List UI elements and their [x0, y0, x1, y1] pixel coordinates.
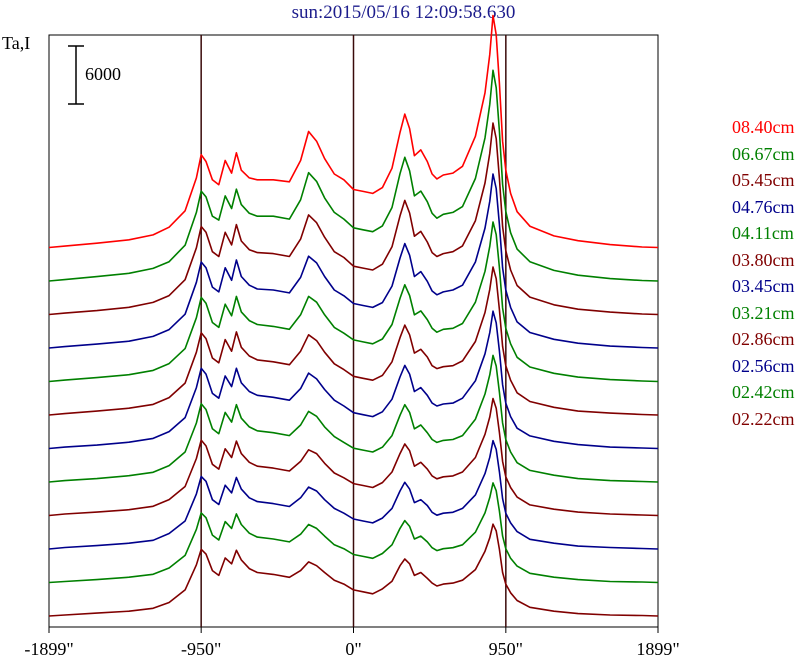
series-line-05.45cm: [48, 122, 659, 316]
series-line-04.76cm: [48, 173, 659, 349]
legend-item-02.22cm: 02.22cm: [732, 408, 795, 429]
legend-item-03.21cm: 03.21cm: [732, 302, 795, 323]
scale-bar-label: 6000: [85, 64, 121, 84]
legend-item-02.86cm: 02.86cm: [732, 329, 795, 349]
series-line-06.67cm: [48, 69, 659, 282]
legend-item-03.80cm: 03.80cm: [732, 249, 795, 270]
series-line-02.56cm: [48, 439, 659, 550]
x-tick-label-4: 1899": [636, 639, 679, 659]
vertical-reference-lines: [200, 35, 507, 627]
series-line-03.45cm: [48, 310, 659, 450]
legend-item-04.11cm: 04.11cm: [732, 223, 794, 243]
legend-item-03.45cm: 03.45cm: [732, 276, 795, 296]
x-axis: -1899" -950" 0" 950" 1899": [24, 627, 680, 659]
series-line-08.40cm: [48, 14, 659, 249]
scale-bar: 6000: [68, 45, 121, 105]
series-line-02.86cm: [48, 397, 659, 517]
legend-item-08.40cm: 08.40cm: [732, 117, 795, 137]
legend-item-06.67cm: 06.67cm: [732, 143, 795, 164]
series-line-04.11cm: [48, 221, 659, 383]
legend-item-04.76cm: 04.76cm: [732, 196, 795, 217]
y-axis-label: Ta,I: [2, 33, 30, 53]
legend-item-05.45cm: 05.45cm: [732, 170, 795, 190]
series-line-03.21cm: [48, 354, 659, 483]
legend-item-02.56cm: 02.56cm: [732, 355, 795, 376]
chart-title: sun:2015/05/16 12:09:58.630: [291, 2, 516, 23]
series-line-02.42cm: [48, 482, 659, 584]
legend-item-02.42cm: 02.42cm: [732, 382, 795, 402]
x-tick-label-2: 0": [345, 639, 361, 659]
x-tick-label-3: 950": [489, 639, 523, 659]
series-line-02.22cm: [48, 523, 659, 617]
series-line-03.80cm: [48, 266, 659, 416]
series-group: [48, 14, 659, 617]
x-tick-label-0: -1899": [24, 639, 73, 659]
x-tick-label-1: -950": [181, 639, 221, 659]
